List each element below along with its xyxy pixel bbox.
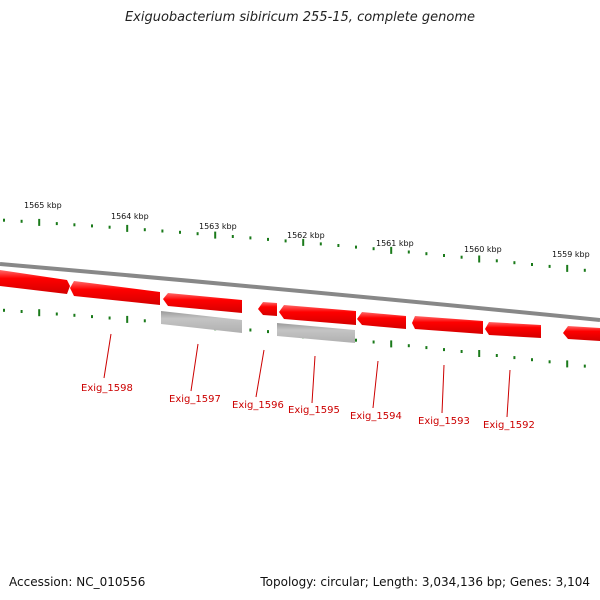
kbp-label-1565: 1565 kbp: [24, 201, 62, 210]
outer-tick-ruler: [3, 218, 586, 272]
genome-backbone: [0, 262, 600, 322]
gene-arrow-exig-1598[interactable]: [70, 281, 160, 305]
gene-label-exig-1596[interactable]: Exig_1596: [232, 400, 284, 411]
gene-arrow-exig-1597-grey[interactable]: [161, 311, 242, 333]
kbp-label-1563: 1563 kbp: [199, 222, 237, 231]
accession-text: Accession: NC_010556: [9, 575, 146, 589]
gene-labels: Exig_1598 Exig_1597 Exig_1596 Exig_1595 …: [81, 383, 535, 431]
topology-text: Topology: circular; Length: 3,034,136 bp…: [260, 575, 590, 589]
gene-arrow-exig-1593[interactable]: [412, 316, 483, 334]
kbp-label-1560: 1560 kbp: [464, 245, 502, 254]
gene-arrow[interactable]: [563, 326, 600, 341]
gene-label-exig-1597[interactable]: Exig_1597: [169, 394, 221, 405]
gene-label-exig-1594[interactable]: Exig_1594: [350, 411, 402, 422]
kbp-label-1561: 1561 kbp: [376, 239, 414, 248]
gene-label-exig-1595[interactable]: Exig_1595: [288, 405, 340, 416]
gene-arrow[interactable]: [0, 270, 70, 294]
kbp-label-1562: 1562 kbp: [287, 231, 325, 240]
gene-label-exig-1593[interactable]: Exig_1593: [418, 416, 470, 427]
gene-arrow-exig-1594[interactable]: [357, 312, 406, 329]
gene-arrow-exig-1597[interactable]: [163, 293, 242, 313]
kbp-labels: 1565 kbp 1564 kbp 1563 kbp 1562 kbp 1561…: [24, 201, 590, 259]
label-connectors: [103, 333, 511, 418]
gene-label-exig-1598[interactable]: Exig_1598: [81, 383, 133, 394]
gene-arrow-exig-1592[interactable]: [485, 322, 541, 338]
kbp-label-1559: 1559 kbp: [552, 250, 590, 259]
kbp-label-1564: 1564 kbp: [111, 212, 149, 221]
map-title: Exiguobacterium sibiricum 255-15, comple…: [124, 10, 476, 25]
gene-label-exig-1592[interactable]: Exig_1592: [483, 420, 535, 431]
gene-arrow-exig-1596[interactable]: [258, 302, 277, 316]
gene-arrow-exig-1595[interactable]: [279, 305, 356, 325]
gene-arrow-exig-1595-grey[interactable]: [277, 323, 355, 343]
gene-arrows: [0, 270, 600, 343]
